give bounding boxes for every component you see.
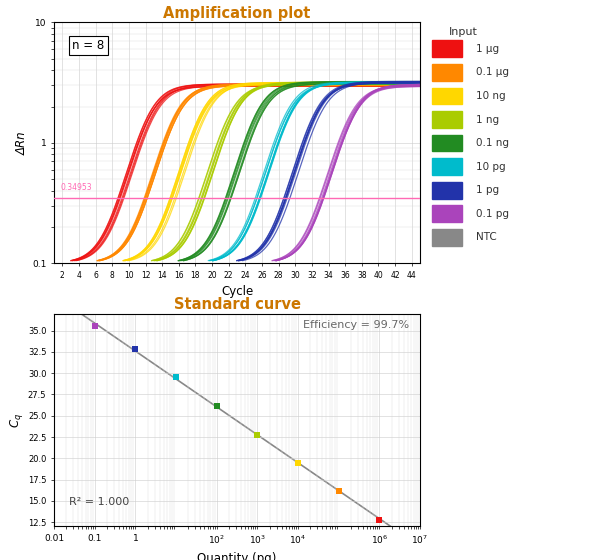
Text: R² = 1.000: R² = 1.000 — [68, 497, 129, 507]
Text: NTC: NTC — [476, 232, 496, 242]
Text: 1 ng: 1 ng — [476, 115, 499, 124]
Point — [131, 345, 140, 354]
Text: 10 pg: 10 pg — [476, 162, 505, 171]
Bar — [432, 182, 462, 199]
Text: 10 ng: 10 ng — [476, 91, 505, 101]
Bar — [432, 40, 462, 57]
Point — [90, 322, 100, 331]
Point — [334, 486, 343, 495]
Text: 0.1 pg: 0.1 pg — [476, 209, 509, 219]
Text: n = 8: n = 8 — [73, 39, 104, 52]
Text: 1 pg: 1 pg — [476, 185, 499, 195]
Bar — [432, 134, 462, 152]
Point — [374, 515, 384, 524]
Text: 1 μg: 1 μg — [476, 44, 499, 54]
Point — [171, 372, 181, 381]
Y-axis label: $C_q$: $C_q$ — [8, 412, 25, 428]
Text: 0.1 ng: 0.1 ng — [476, 138, 509, 148]
Text: 0.34953: 0.34953 — [61, 183, 92, 192]
Text: Efficiency = 99.7%: Efficiency = 99.7% — [303, 320, 409, 330]
Text: Input: Input — [449, 27, 478, 37]
Title: Amplification plot: Amplification plot — [163, 6, 311, 21]
Bar — [432, 111, 462, 128]
Y-axis label: ΔRn: ΔRn — [16, 131, 29, 155]
Bar — [432, 87, 462, 104]
X-axis label: Cycle: Cycle — [221, 286, 253, 298]
Bar — [432, 206, 462, 222]
Title: Standard curve: Standard curve — [173, 297, 301, 312]
Bar — [432, 64, 462, 81]
X-axis label: Quantity (pg): Quantity (pg) — [197, 552, 277, 560]
Bar — [432, 229, 462, 246]
Point — [293, 458, 303, 467]
Bar — [432, 158, 462, 175]
Text: 0.1 μg: 0.1 μg — [476, 67, 509, 77]
Point — [253, 431, 262, 440]
Point — [212, 402, 221, 411]
